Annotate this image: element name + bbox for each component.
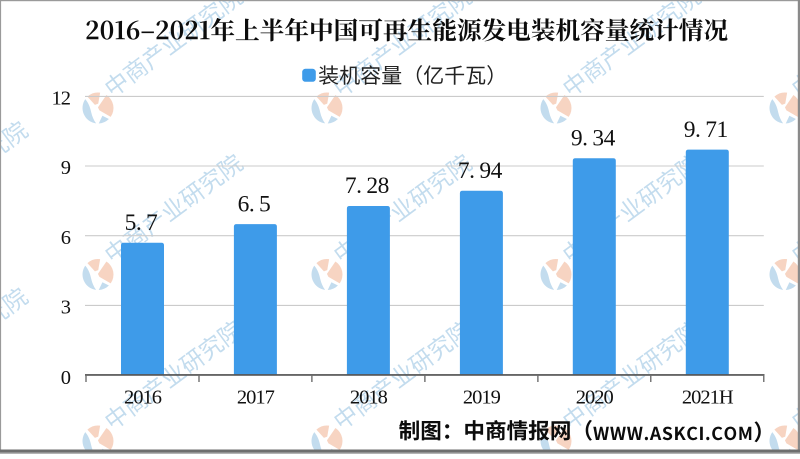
svg-text:7.28: 7. 28: [345, 173, 389, 199]
svg-text:9.71: 9. 71: [684, 117, 728, 143]
svg-text:6.5: 6. 5: [238, 191, 271, 217]
svg-text:2021H: 2021H: [682, 386, 734, 408]
svg-text:2017: 2017: [237, 386, 275, 408]
svg-text:6: 6: [61, 227, 71, 249]
svg-text:7.94: 7. 94: [458, 158, 503, 184]
svg-text:12: 12: [52, 88, 71, 110]
svg-text:2019: 2019: [463, 386, 501, 408]
svg-text:9.34: 9. 34: [571, 125, 616, 151]
svg-text:0: 0: [61, 367, 71, 389]
svg-text:2018: 2018: [350, 386, 388, 408]
svg-text:9: 9: [61, 157, 71, 179]
svg-text:2016: 2016: [124, 386, 162, 408]
svg-text:3: 3: [61, 297, 71, 319]
svg-text:2020: 2020: [576, 386, 614, 408]
